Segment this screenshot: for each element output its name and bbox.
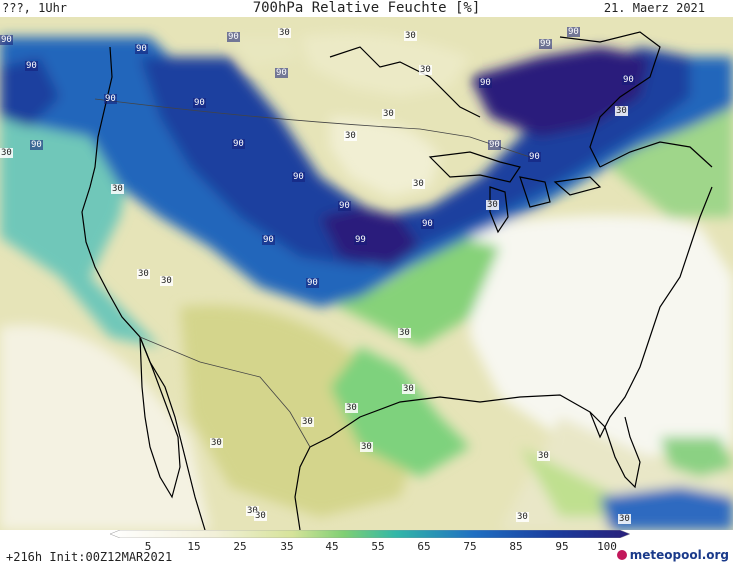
- colorbar-tick: 65: [417, 540, 431, 553]
- humidity-map: 90 90 90 90 90 90 90 90 99 90 90 90 90 9…: [0, 17, 733, 530]
- contour-label: 90: [25, 61, 38, 71]
- contour-label: 90: [421, 219, 434, 229]
- contour-label: 30: [301, 417, 314, 427]
- valid-date-label: 21. Maerz 2021: [603, 1, 705, 15]
- contour-label: 30: [0, 148, 13, 158]
- contour-label: 30: [210, 438, 223, 448]
- contour-label: 30: [412, 179, 425, 189]
- colorbar-tick: 35: [280, 540, 294, 553]
- contour-label: 30: [537, 451, 550, 461]
- contour-label: 90: [479, 78, 492, 88]
- contour-label: 30: [345, 403, 358, 413]
- colorbar-tick: 15: [187, 540, 201, 553]
- contour-label: 30: [382, 109, 395, 119]
- contour-label: 30: [618, 514, 631, 524]
- contour-label: 90: [338, 201, 351, 211]
- contour-label: 90: [104, 94, 117, 104]
- contour-label: 90: [193, 98, 206, 108]
- contour-label: 90: [292, 172, 305, 182]
- contour-label: 90: [262, 235, 275, 245]
- contour-label: 99: [354, 235, 367, 245]
- colorbar-tick: 45: [325, 540, 339, 553]
- contour-label: 30: [246, 506, 259, 516]
- colorbar-tick: 25: [233, 540, 247, 553]
- contour-label: 30: [404, 31, 417, 41]
- brand-text: meteopool.org: [629, 548, 729, 562]
- contour-label: 30: [111, 184, 124, 194]
- colorbar: 5 15 25 35 45 55 65 75 85 95 100 +216h I…: [0, 530, 733, 566]
- colorbar-tick: 100: [597, 540, 617, 553]
- contour-label: 30: [398, 328, 411, 338]
- contour-label: 30: [160, 276, 173, 286]
- contour-label: 90: [275, 68, 288, 78]
- borders: [94, 98, 531, 448]
- contour-label: 90: [227, 32, 240, 42]
- contour-label: 90: [622, 75, 635, 85]
- contour-label: 90: [232, 139, 245, 149]
- brand-logo[interactable]: meteopool.org: [616, 548, 729, 562]
- coastlines: [81, 31, 713, 530]
- colorbar-tick: 95: [555, 540, 569, 553]
- contour-label: 30: [516, 512, 529, 522]
- map-header: ???, 1Uhr 700hPa Relative Feuchte [%] 21…: [0, 0, 733, 17]
- forecast-time-label: ???, 1Uhr: [2, 1, 68, 15]
- colorbar-tick: 5: [144, 540, 152, 553]
- contour-label: 90: [30, 140, 43, 150]
- colorbar-tick: 55: [371, 540, 385, 553]
- contour-label: 30: [402, 384, 415, 394]
- contour-label: 90: [135, 44, 148, 54]
- contour-label: 30: [254, 511, 267, 521]
- contour-label: 90: [528, 152, 541, 162]
- contour-label: 30: [419, 65, 432, 75]
- field-shading: [0, 33, 733, 530]
- contour-label: 90: [306, 278, 319, 288]
- brand-dot-icon: [616, 550, 627, 560]
- model-run-label: +216h Init:00Z12MAR2021: [6, 550, 173, 564]
- contour-label: 30: [360, 442, 373, 452]
- contour-label: 30: [278, 28, 291, 38]
- colorbar-tick: 75: [463, 540, 477, 553]
- contour-label: 90: [567, 27, 580, 37]
- contour-label: 90: [0, 35, 13, 45]
- map-title: 700hPa Relative Feuchte [%]: [252, 0, 481, 16]
- contour-label: 30: [344, 131, 357, 141]
- contour-label: 30: [137, 269, 150, 279]
- colorbar-tick: 85: [509, 540, 523, 553]
- contour-label: 99: [539, 39, 552, 49]
- contour-label: 30: [615, 106, 628, 116]
- contour-label: 90: [488, 140, 501, 150]
- colorbar-ramp: [110, 530, 630, 538]
- contour-label: 30: [486, 200, 499, 210]
